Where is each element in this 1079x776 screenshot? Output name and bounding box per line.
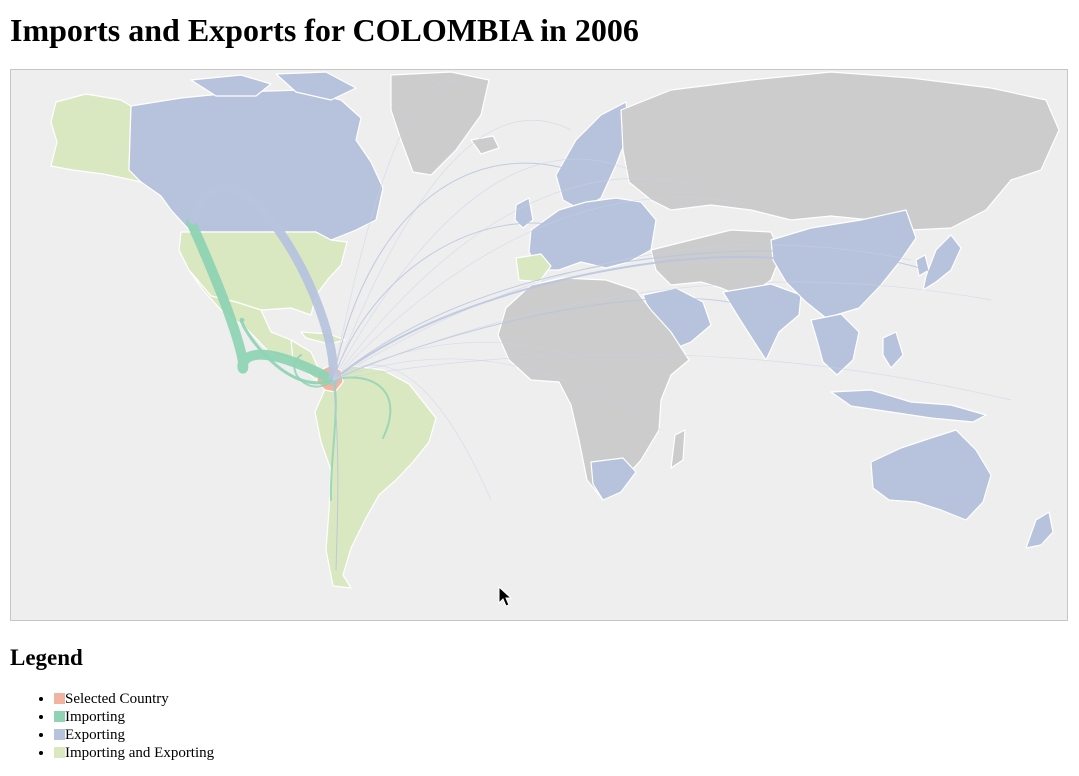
trade-flow-chile [329,379,337,501]
minor-trade-flow [332,358,662,431]
minor-trade-flow [332,281,992,381]
region-japan[interactable] [922,234,962,291]
legend-heading: Legend [10,645,83,670]
region-madagascar[interactable] [670,429,686,469]
legend-label: Selected Country [65,691,169,707]
mouse-pointer-icon [498,586,512,607]
region-uk[interactable] [514,197,534,229]
trade-flow-argentina [332,379,339,571]
legend-item-importing: Importing [54,708,214,726]
region-canada-islands[interactable] [190,71,357,101]
region-indonesia[interactable] [830,389,987,423]
trade-flow-mexico [239,317,335,385]
legend-list: Selected Country Importing Exporting Imp… [0,690,214,762]
trade-flow-united-states [186,217,338,385]
region-africa[interactable] [497,277,690,501]
legend-swatch [54,711,65,722]
legend-item-exporting: Exporting [54,726,214,744]
minor-trade-flow [332,80,472,381]
legend-label: Importing and Exporting [65,745,215,761]
region-greenland[interactable] [390,71,490,176]
minor-trade-flow [332,120,572,381]
region-iceland[interactable] [470,135,500,155]
legend-item-importing-and-exporting: Importing and Exporting [54,744,214,762]
legend-item-selected: Selected Country [54,690,214,708]
region-alaska[interactable] [50,93,142,183]
minor-trade-flow [332,197,772,381]
world-trade-map[interactable] [10,69,1068,621]
trade-flow-canada [188,183,338,385]
region-south-africa[interactable] [590,457,637,501]
trade-flow-lines [186,80,1012,571]
page-title: Imports and Exports for COLOMBIA in 2006 [10,12,639,48]
region-australia[interactable] [870,429,992,521]
trade-flow-scandinavia [332,162,597,381]
legend-swatch [54,693,65,704]
minor-trade-flow [332,178,712,381]
trade-flow-china [332,255,842,381]
minor-trade-flow [332,244,912,381]
legend-label: Exporting [65,727,125,743]
region-philippines[interactable] [882,331,904,369]
region-southeast-asia[interactable] [810,313,860,376]
region-russia[interactable] [620,71,1060,231]
trade-flow-central-america [293,354,334,388]
minor-trade-flow [332,158,632,381]
region-india[interactable] [722,283,802,361]
minor-trade-flow [332,364,492,501]
minor-trade-flow [332,353,1012,401]
trade-flow-europe [332,222,582,381]
legend-swatch [54,747,65,758]
legend-label: Importing [65,709,125,725]
region-iberia[interactable] [515,253,552,283]
region-new-zealand[interactable] [1025,511,1054,549]
trade-flow-japan [332,250,940,381]
minor-trade-flow [332,341,612,381]
map-canvas[interactable] [11,70,1067,620]
legend-swatch [54,729,65,740]
